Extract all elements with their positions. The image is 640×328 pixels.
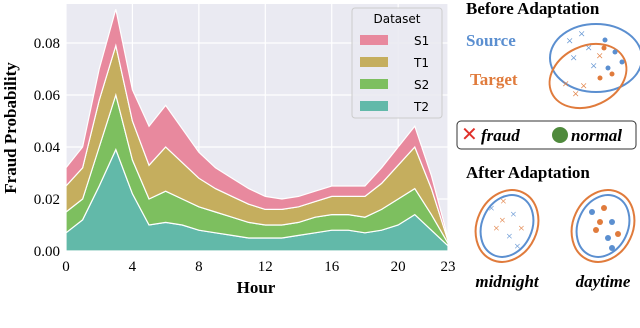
svg-text:×: × (493, 221, 500, 235)
y-tick-label: 0.00 (34, 244, 60, 260)
svg-text:×: × (562, 76, 569, 91)
svg-text:×: × (578, 26, 585, 41)
x-tick-label: 4 (129, 259, 137, 275)
before-title: Before Adaptation (466, 0, 600, 18)
diagram: Before Adaptation Source Target × ×××× ××… (456, 0, 640, 291)
normal-label: normal (571, 126, 622, 145)
y-tick-label: 0.06 (34, 88, 61, 104)
source-label: Source (466, 31, 516, 50)
svg-text:×: × (500, 194, 507, 208)
svg-text:×: × (499, 213, 506, 227)
legend-label: S1 (414, 34, 429, 48)
daytime-points (589, 205, 621, 251)
svg-text:×: × (518, 221, 525, 235)
legend-label: T2 (413, 100, 429, 114)
normal-icon (552, 127, 568, 143)
svg-text:×: × (580, 78, 587, 93)
daytime-ellipse (570, 189, 636, 263)
legend-label: S2 (414, 78, 429, 92)
y-tick-label: 0.02 (34, 192, 60, 208)
marker-legend (456, 120, 637, 150)
svg-text:×: × (590, 58, 597, 73)
midnight-ellipse-inner (479, 194, 535, 258)
area (65, 9, 449, 241)
svg-text:×: × (506, 229, 513, 243)
legend-label: T1 (413, 56, 429, 70)
target-label: Target (470, 70, 518, 89)
source-points: × ×××× (566, 26, 625, 73)
legend-swatch (360, 57, 388, 67)
y-tick-label: 0.04 (34, 140, 61, 156)
svg-text:×: × (488, 201, 495, 215)
x-tick-label: 23 (441, 259, 456, 275)
svg-text:×: × (596, 48, 603, 63)
svg-text:×: × (570, 50, 577, 65)
target-points: ×××× (562, 45, 615, 101)
x-tick-label: 12 (258, 259, 273, 275)
svg-text:×: × (566, 33, 573, 48)
source-ellipse (549, 23, 640, 93)
svg-text:×: × (585, 40, 592, 55)
legend-swatch (360, 35, 388, 45)
legend-title: Dataset (374, 12, 421, 26)
midnight-label: midnight (475, 272, 540, 291)
y-axis-label: Fraud Probability (1, 62, 20, 194)
legend: Dataset S1 T1 S2 T2 (351, 7, 443, 119)
midnight-ellipse (474, 189, 540, 263)
legend-swatch (360, 79, 388, 89)
svg-text:×: × (510, 207, 517, 221)
fraud-icon: ✕ (461, 124, 478, 146)
midnight-points: × ×× ××× ×× (488, 194, 525, 253)
x-tick-label: 0 (62, 259, 70, 275)
y-tick-label: 0.08 (34, 36, 60, 52)
after-title: After Adaptation (466, 163, 590, 182)
fraud-label: fraud (481, 126, 520, 145)
x-tick-label: 8 (195, 259, 203, 275)
x-tick-label: 20 (391, 259, 406, 275)
target-ellipse (548, 42, 628, 110)
daytime-label: daytime (576, 272, 631, 291)
x-axis-label: Hour (237, 278, 276, 297)
svg-text:×: × (572, 86, 579, 101)
legend-swatch (360, 101, 388, 111)
svg-text:×: × (514, 239, 521, 253)
x-tick-label: 16 (324, 259, 340, 275)
daytime-ellipse-inner (575, 194, 631, 258)
